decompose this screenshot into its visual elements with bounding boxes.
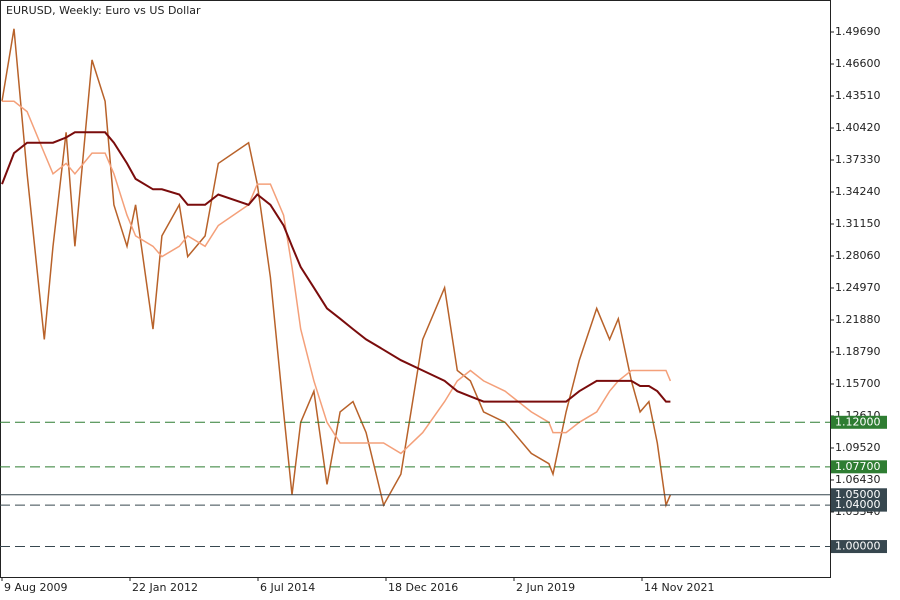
y-tick-label: 1.06430 [835, 473, 881, 486]
level-label: 1.04000 [835, 498, 881, 511]
y-tick-label: 1.31150 [835, 217, 881, 230]
plot-frame [0, 0, 831, 578]
y-tick-label: 1.09520 [835, 441, 881, 454]
y-tick-label: 1.28060 [835, 249, 881, 262]
y-tick-label: 1.46600 [835, 57, 881, 70]
y-tick-label: 1.34240 [835, 185, 881, 198]
level-label-bg [831, 498, 887, 512]
level-label: 1.07700 [835, 460, 881, 473]
level-label: 1.12000 [835, 415, 881, 428]
level-label: 1.00000 [835, 540, 881, 553]
y-tick-label: 1.24970 [835, 281, 881, 294]
x-tick-label: 14 Nov 2021 [644, 581, 714, 594]
y-tick-label: 1.49690 [835, 25, 881, 38]
y-tick-label: 1.37330 [835, 153, 881, 166]
level-label: 1.05000 [835, 488, 881, 501]
moving-average [2, 100, 672, 455]
level-label-bg [831, 460, 887, 474]
level-label-bg [831, 540, 887, 554]
moving-average [1, 131, 671, 403]
y-tick-label: 1.43510 [835, 89, 881, 102]
y-tick-label: 1.18790 [835, 345, 881, 358]
x-tick-label: 9 Aug 2009 [4, 581, 67, 594]
x-tick-label: 22 Jan 2012 [132, 581, 198, 594]
y-tick-label: 1.40420 [835, 121, 881, 134]
x-tick-label: 18 Dec 2016 [388, 581, 458, 594]
level-label-bg [831, 415, 887, 429]
x-tick-label: 6 Jul 2014 [260, 581, 315, 594]
y-tick-label: 1.15700 [835, 377, 881, 390]
level-label-bg [831, 488, 887, 502]
chart-title: EURUSD, Weekly: Euro vs US Dollar [6, 4, 201, 17]
y-tick-label: 1.21880 [835, 313, 881, 326]
x-tick-label: 2 Jun 2019 [516, 581, 575, 594]
